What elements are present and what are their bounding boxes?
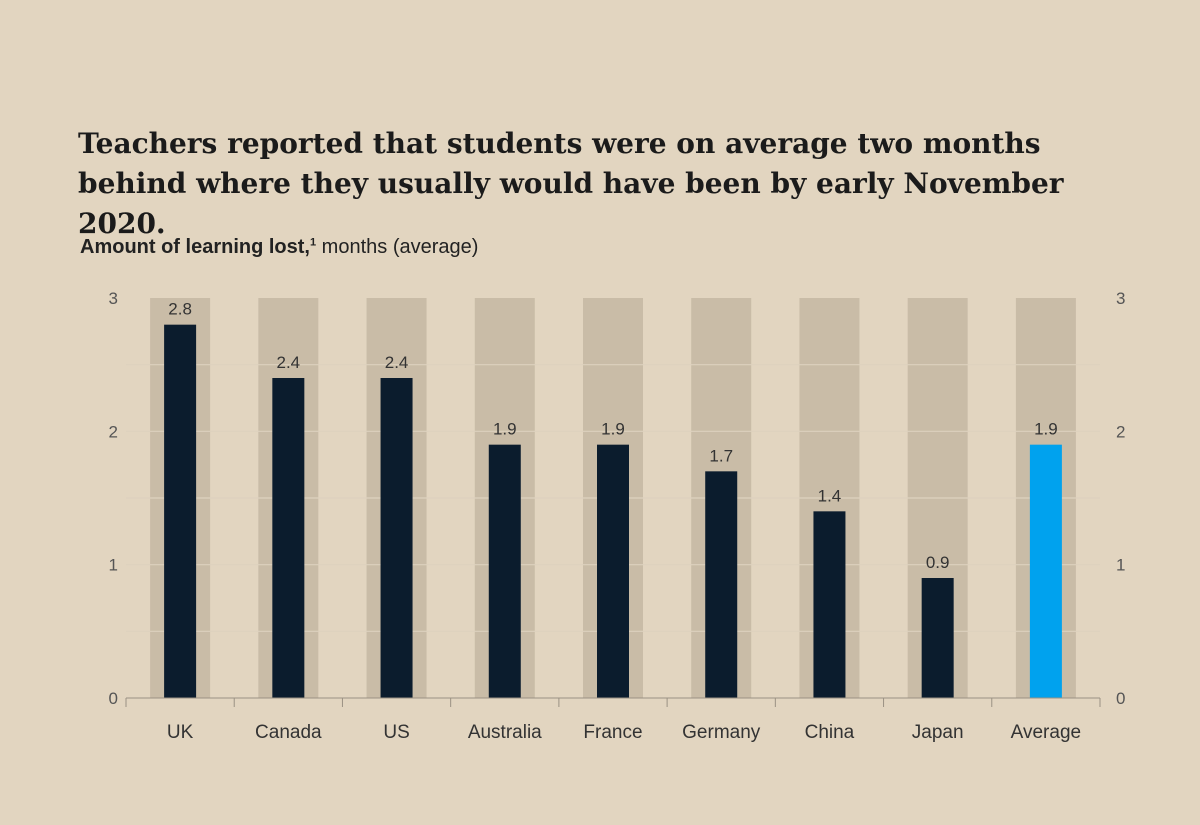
- subtitle-bold: Amount of learning lost,: [80, 236, 310, 258]
- y-tick-label-left: 3: [109, 289, 118, 308]
- bar: [1029, 444, 1062, 698]
- value-label: 1.9: [601, 420, 625, 439]
- y-tick-label-right: 1: [1116, 556, 1125, 575]
- bar: [380, 378, 413, 698]
- bar: [272, 378, 305, 698]
- value-label: 1.4: [818, 486, 842, 505]
- chart-title: Teachers reported that students were on …: [78, 127, 1064, 240]
- category-label: Japan: [912, 722, 964, 743]
- y-tick-label-left: 1: [109, 556, 118, 575]
- value-label: 1.9: [493, 420, 517, 439]
- category-label: US: [383, 722, 409, 743]
- y-tick-label-left: 2: [109, 422, 118, 441]
- category-label: Average: [1011, 722, 1081, 743]
- y-tick-label-left: 0: [109, 689, 118, 708]
- bar: [705, 471, 738, 698]
- category-label: China: [805, 722, 855, 743]
- chart-subtitle: Amount of learning lost,1 months (averag…: [80, 236, 478, 259]
- value-label: 2.4: [277, 353, 301, 372]
- value-label: 2.8: [168, 300, 192, 319]
- y-tick-label-right: 3: [1116, 289, 1125, 308]
- y-tick-label-right: 2: [1116, 422, 1125, 441]
- bar: [921, 578, 954, 698]
- category-label: Canada: [255, 722, 322, 743]
- value-label: 2.4: [385, 353, 409, 372]
- value-label: 1.9: [1034, 420, 1058, 439]
- value-label: 0.9: [926, 553, 950, 572]
- bar: [813, 511, 846, 698]
- subtitle-units: months (average): [316, 236, 479, 258]
- footnote-marker: 1: [310, 236, 317, 249]
- category-label: Germany: [682, 722, 761, 743]
- bar: [597, 444, 629, 698]
- y-tick-label-right: 0: [1116, 689, 1125, 708]
- category-label: France: [583, 722, 642, 743]
- bar: [488, 444, 521, 698]
- value-label: 1.7: [709, 446, 733, 465]
- category-label: Australia: [468, 722, 542, 743]
- bar: [164, 324, 197, 698]
- category-label: UK: [167, 722, 194, 743]
